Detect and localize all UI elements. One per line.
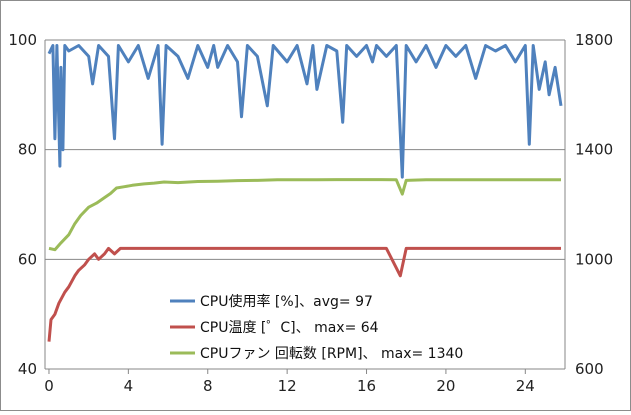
x-tick-label: 20 (436, 377, 455, 395)
series-line-cpu-usage (47, 44, 563, 179)
legend: CPU使用率 [%]、avg= 97 CPU温度 [゜C]、 max= 64 C… (170, 293, 463, 362)
y-right-tick-label: 1400 (575, 141, 613, 159)
series-line-cpu-fan (48, 178, 561, 252)
legend-label-cpu-temperature: CPU温度 [゜C]、 max= 64 (200, 320, 379, 336)
axes (44, 40, 566, 374)
x-tick-label: 16 (357, 377, 376, 395)
series-line-cpu-temperature (47, 246, 561, 342)
tick-labels: 40 60 80 100 600 1000 1400 1800 0 4 8 12 16 20 24 (8, 31, 613, 395)
y-left-tick-label: 60 (18, 250, 37, 268)
y-right-tick-label: 1800 (575, 31, 613, 49)
y-right-tick-label: 600 (575, 360, 604, 378)
series-lines (47, 44, 563, 342)
legend-label-cpu-usage: CPU使用率 [%]、avg= 97 (200, 293, 373, 310)
y-left-tick-label: 40 (18, 360, 37, 378)
x-tick-label: 0 (44, 377, 54, 395)
y-left-tick-label: 100 (8, 31, 37, 49)
x-tick-label: 12 (278, 377, 297, 395)
x-tick-label: 4 (124, 377, 134, 395)
legend-label-cpu-fan: CPUファン 回転数 [RPM]、 max= 1340 (200, 346, 463, 362)
x-tick-label: 24 (516, 377, 535, 395)
y-right-tick-label: 1000 (575, 250, 613, 268)
y-left-tick-label: 80 (18, 141, 37, 159)
x-tick-label: 8 (203, 377, 213, 395)
